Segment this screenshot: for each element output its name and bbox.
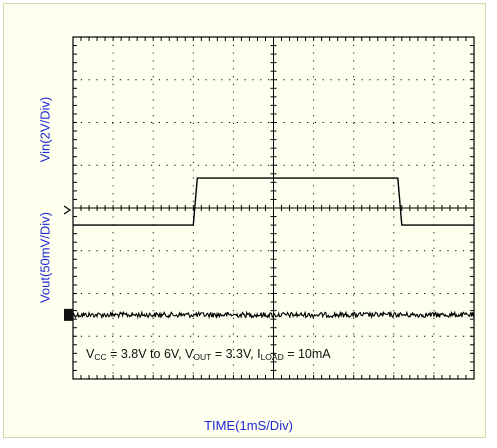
y-axis-label-vout: Vout(50mV/Div) xyxy=(37,211,53,304)
vout-ground-marker xyxy=(64,308,73,321)
annotation-text: = 3.3V, I xyxy=(211,347,261,361)
vin-trace xyxy=(73,177,474,226)
x-axis-label: TIME(1mS/Div) xyxy=(204,418,293,433)
annotation-text: V xyxy=(86,347,95,361)
annotation-text: = 10mA xyxy=(283,347,331,361)
annotation-subscript: LOAD xyxy=(260,352,284,362)
chart-frame xyxy=(3,3,486,438)
test-conditions-annotation: VCC = 3.8V to 6V, VOUT = 3.3V, ILOAD = 1… xyxy=(86,347,331,362)
vout-trace xyxy=(72,310,475,320)
annotation-text: = 3.8V to 6V, V xyxy=(106,347,194,361)
annotation-subscript: OUT xyxy=(193,352,212,362)
y-axis-label-vin: Vin(2V/Div) xyxy=(37,96,53,163)
vin-ground-marker xyxy=(63,205,72,215)
annotation-subscript: CC xyxy=(94,352,107,362)
